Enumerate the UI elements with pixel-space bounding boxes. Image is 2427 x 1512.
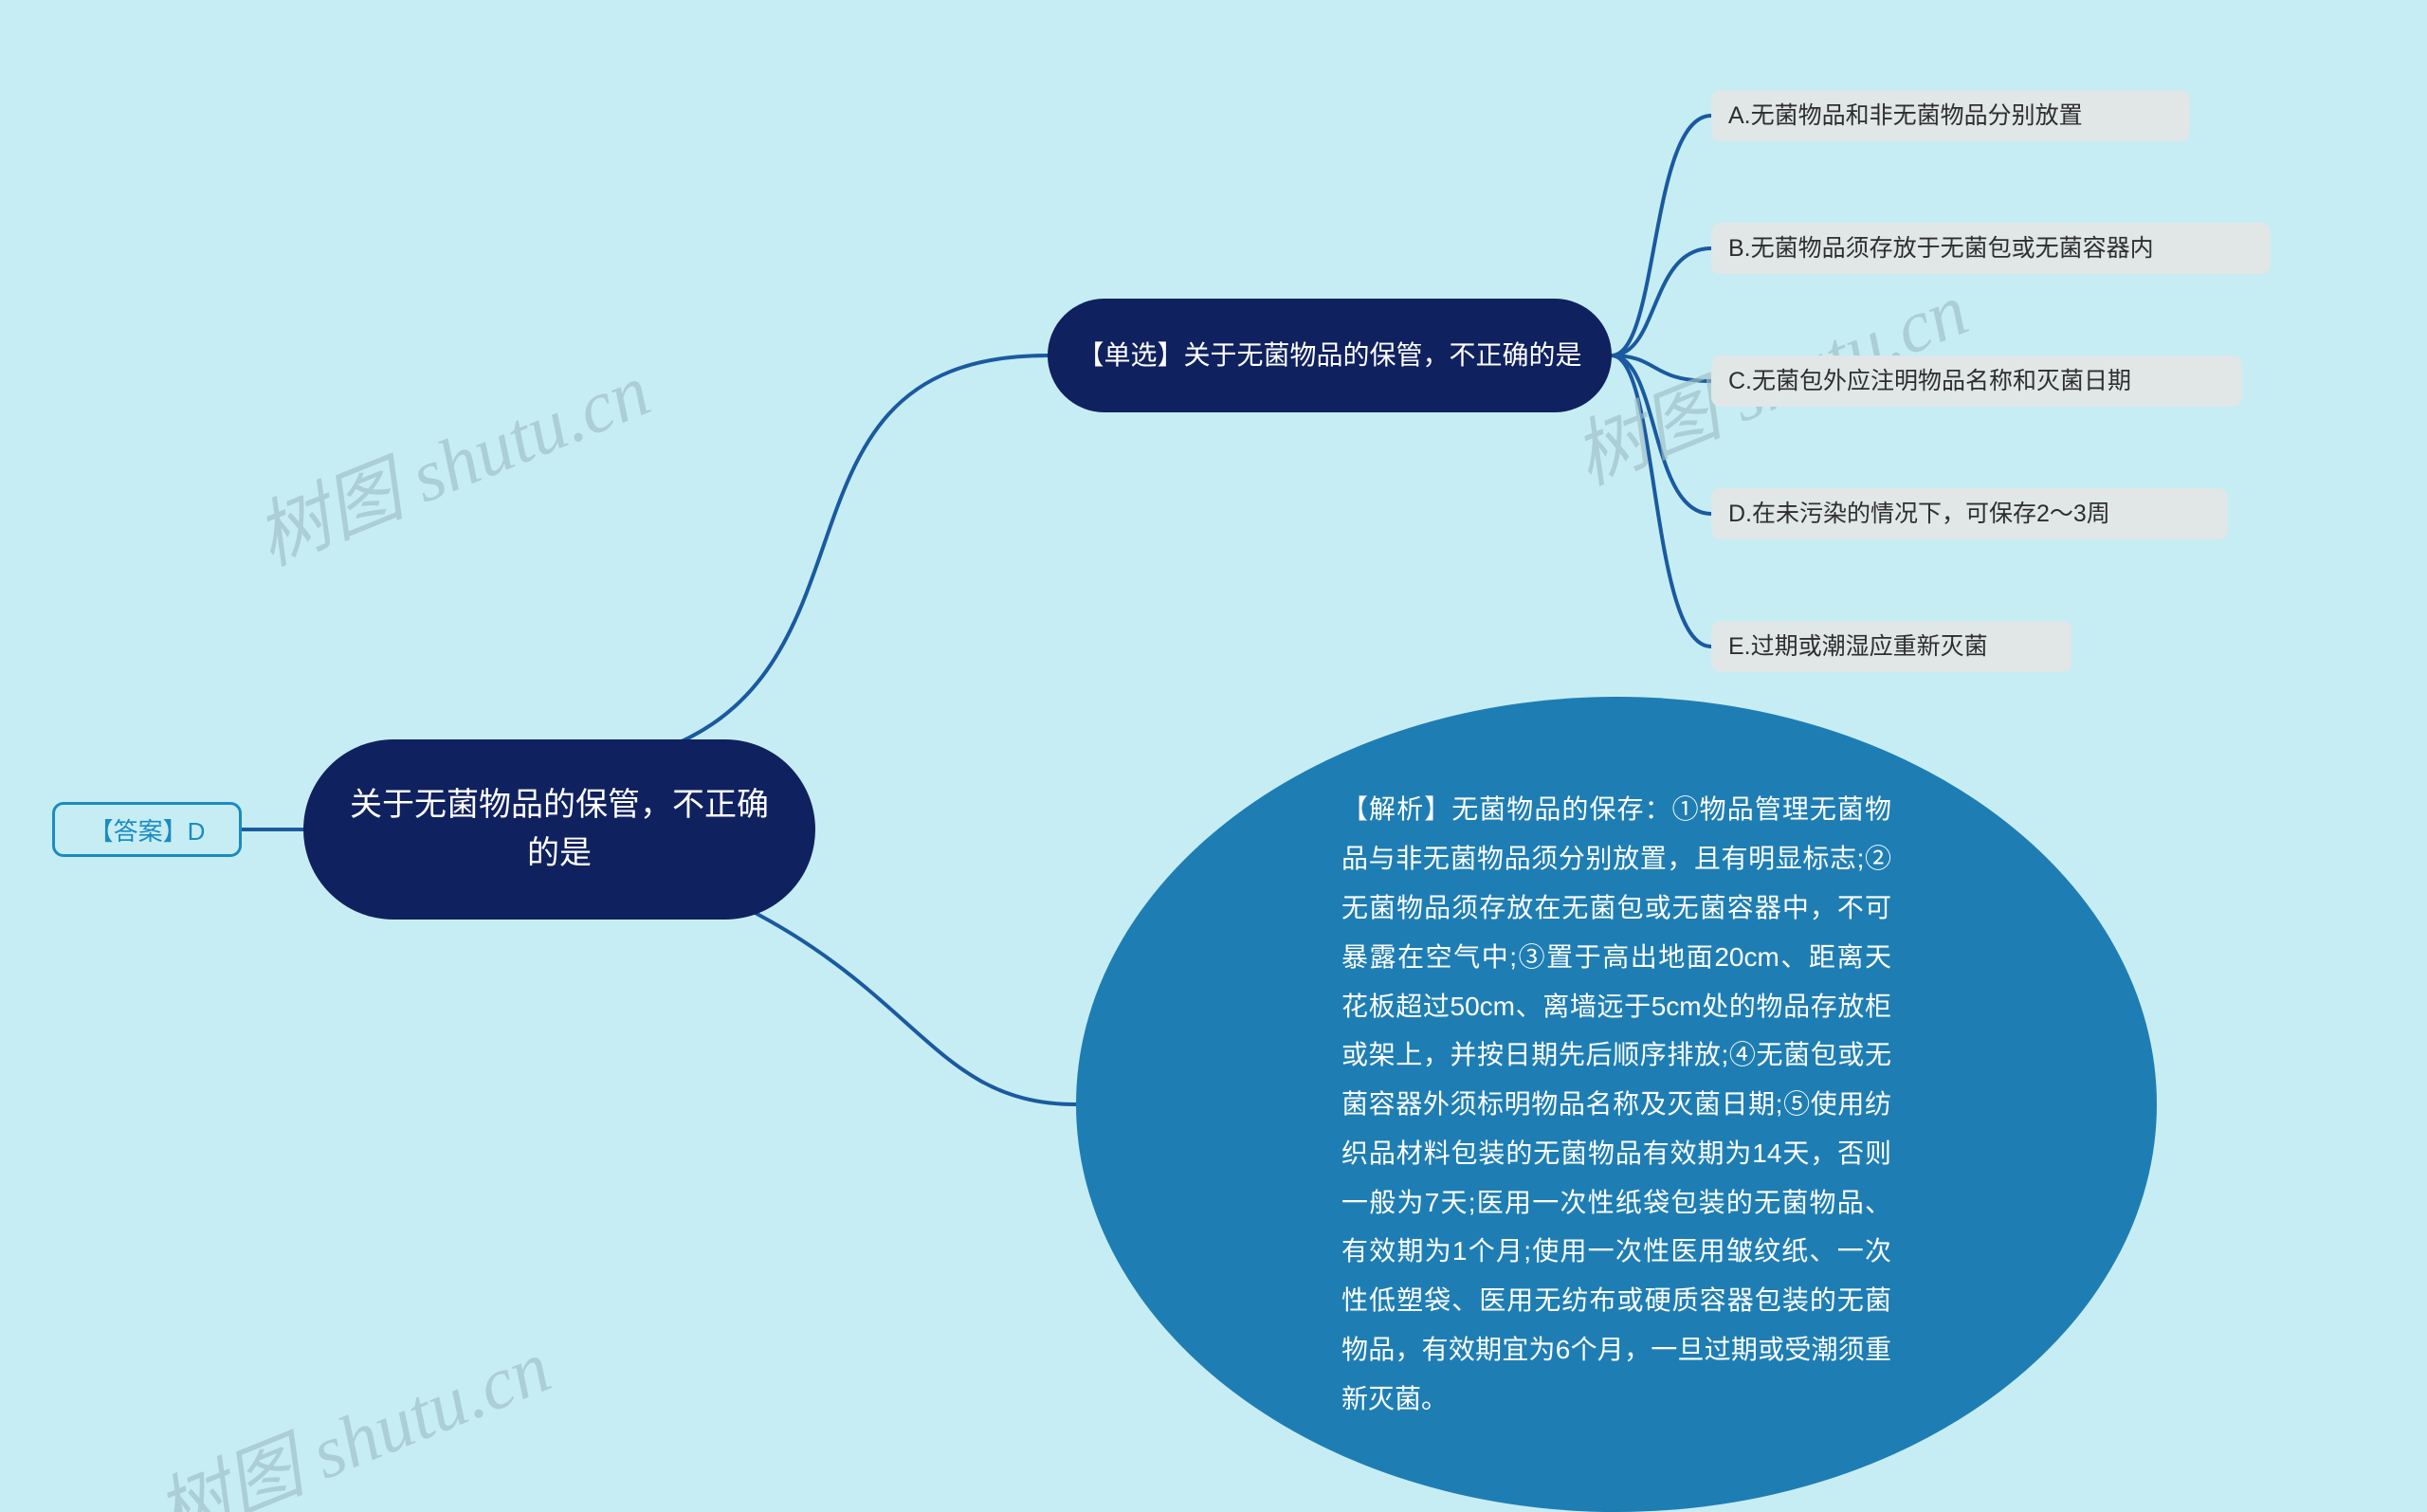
analysis-node[interactable]: 【解析】无菌物品的保存：①物品管理无菌物品与非无菌物品须分别放置，且有明显标志;… <box>1076 697 2157 1512</box>
edge-question-b <box>1612 248 1711 355</box>
option-d-node[interactable]: D.在未污染的情况下，可保存2～3周 <box>1711 488 2228 539</box>
edge-question-e <box>1612 355 1711 647</box>
analysis-text: 【解析】无菌物品的保存：①物品管理无菌物品与非无菌物品须分别放置，且有明显标志;… <box>1341 785 1891 1423</box>
question-node[interactable]: 【单选】关于无菌物品的保管，不正确的是 <box>1048 299 1612 412</box>
option-e-text: E.过期或潮湿应重新灭菌 <box>1728 631 1988 663</box>
option-d-text: D.在未污染的情况下，可保存2～3周 <box>1728 499 2110 530</box>
answer-text: 【答案】D <box>89 812 206 847</box>
option-a-node[interactable]: A.无菌物品和非无菌物品分别放置 <box>1711 90 2190 141</box>
question-node-text: 【单选】关于无菌物品的保管，不正确的是 <box>1049 336 1610 375</box>
watermark: 树图 shutu.cn <box>238 332 663 586</box>
option-c-text: C.无菌包外应注明物品名称和灭菌日期 <box>1728 366 2131 397</box>
mindmap-canvas: 树图 shutu.cn 树图 shutu.cn 树图 shutu.cn 树图 s… <box>0 0 2427 1512</box>
root-node[interactable]: 关于无菌物品的保管，不正确的是 <box>303 739 815 920</box>
edge-question-d <box>1612 355 1711 514</box>
edge-question-a <box>1612 116 1711 355</box>
option-c-node[interactable]: C.无菌包外应注明物品名称和灭菌日期 <box>1711 355 2242 407</box>
option-b-node[interactable]: B.无菌物品须存放于无菌包或无菌容器内 <box>1711 223 2271 274</box>
root-node-text: 关于无菌物品的保管，不正确的是 <box>341 781 777 878</box>
answer-node[interactable]: 【答案】D <box>52 802 242 857</box>
edge-question-c <box>1612 355 1711 381</box>
watermark: 树图 shutu.cn <box>138 1308 563 1512</box>
option-b-text: B.无菌物品须存放于无菌包或无菌容器内 <box>1728 233 2154 264</box>
option-e-node[interactable]: E.过期或潮湿应重新灭菌 <box>1711 621 2071 672</box>
edge-center-question <box>664 355 1048 749</box>
option-a-text: A.无菌物品和非无菌物品分别放置 <box>1728 100 2083 132</box>
